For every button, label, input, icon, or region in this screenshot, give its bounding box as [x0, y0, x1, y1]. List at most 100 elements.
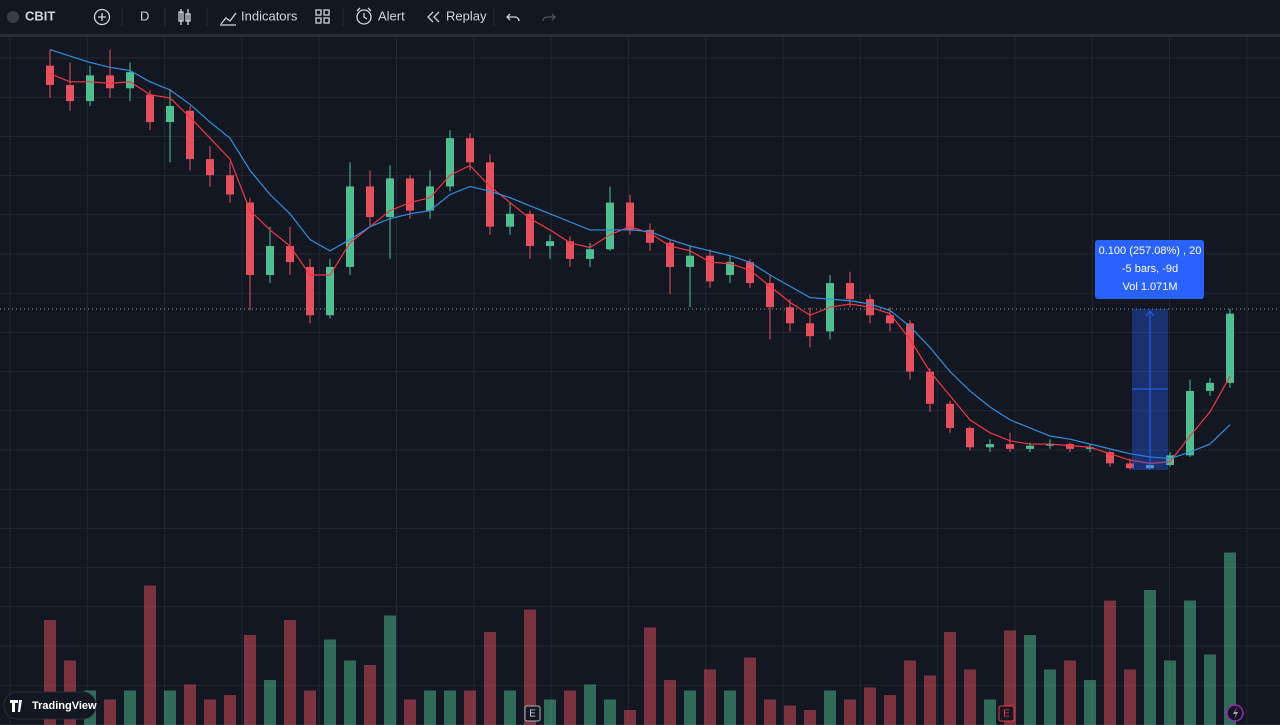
candle-body [1106, 452, 1114, 464]
candle-body [1006, 444, 1014, 449]
candle-body [966, 427, 974, 448]
symbol-icon [7, 11, 19, 23]
candle-body [266, 246, 274, 275]
candle-body [1186, 390, 1194, 456]
candle-body [86, 75, 94, 102]
candle-body [386, 178, 394, 218]
measure-bars: -5 bars, -9d [1122, 263, 1178, 275]
toolbar [0, 0, 1280, 34]
candle-body [426, 186, 434, 211]
volume-bar [964, 669, 976, 725]
undo-button[interactable] [506, 13, 520, 22]
volume-bar [624, 710, 636, 725]
candle-body [166, 105, 174, 123]
interval[interactable]: D [140, 8, 149, 23]
volume-bar [384, 615, 396, 725]
indicators-button[interactable]: Indicators [220, 8, 298, 26]
volume-bar [804, 710, 816, 725]
plot-area [44, 49, 1236, 725]
volume-bar [164, 690, 176, 725]
layout-icon [323, 9, 330, 16]
replay-button[interactable]: Replay [427, 8, 487, 23]
candle-body [506, 213, 514, 227]
candle-body [486, 162, 494, 227]
candle-body [66, 85, 74, 102]
volume-bar [584, 684, 596, 725]
replay-icon [427, 11, 440, 23]
candle-body [206, 159, 214, 176]
candle-body [926, 371, 934, 404]
redo-button[interactable] [542, 13, 556, 22]
volume-bar [464, 690, 476, 725]
volume-bar [844, 699, 856, 725]
replay[interactable]: Replay [446, 8, 487, 23]
layouts-button[interactable] [315, 9, 330, 24]
volume-bar [544, 699, 556, 725]
candle-body [606, 202, 614, 250]
candle-body [1046, 444, 1054, 446]
volume-bar [344, 660, 356, 725]
volume-bar [1124, 669, 1136, 725]
volume-bar [224, 695, 236, 725]
volume-bar [564, 690, 576, 725]
volume-bar [364, 665, 376, 725]
event-label: E [1003, 709, 1010, 720]
candle-body [126, 72, 134, 89]
event-marker[interactable] [524, 705, 541, 722]
volume-bar [404, 699, 416, 725]
volume-bar [144, 585, 156, 725]
logo-mark [10, 700, 22, 712]
indicators[interactable]: Indicators [241, 8, 298, 23]
volume-bar [1224, 552, 1236, 725]
compare-button[interactable] [93, 8, 111, 26]
volume-bar [1204, 654, 1216, 725]
volume-bar [284, 620, 296, 725]
layout-icon [315, 9, 322, 16]
candle-body [626, 202, 634, 230]
alert[interactable]: Alert [378, 8, 405, 23]
volume-bar [324, 639, 336, 725]
volume-bar [1084, 680, 1096, 725]
candle-body [1206, 382, 1214, 391]
candle-body [726, 262, 734, 275]
event-marker[interactable] [998, 705, 1015, 722]
candle-body [706, 255, 714, 282]
alert-button[interactable]: Alert [356, 7, 405, 25]
candle-icon [178, 11, 184, 22]
volume-bar [1104, 600, 1116, 725]
candle-body [346, 186, 354, 267]
plus-icon-lines [98, 13, 106, 21]
candle-body [1066, 444, 1074, 449]
candle-body [546, 241, 554, 247]
chart-type-button[interactable] [178, 9, 191, 25]
moving-average-line [49, 49, 1231, 460]
candle-body [986, 444, 994, 448]
logo-text: TradingView [32, 700, 97, 712]
candle-body [1086, 447, 1094, 449]
toolbar-border [0, 34, 1280, 37]
symbol[interactable]: CBIT [25, 8, 55, 23]
candle-body [306, 266, 314, 316]
volume-bar [684, 690, 696, 725]
volume-bar [264, 680, 276, 725]
volume-bar [924, 675, 936, 725]
lightning-icon [1233, 707, 1238, 719]
volume-bar [904, 660, 916, 725]
plus-icon[interactable] [93, 8, 111, 26]
candle-body [106, 75, 114, 89]
volume-bar [764, 699, 776, 725]
moving-average-line [49, 73, 1231, 464]
candle-body [406, 178, 414, 211]
tradingview-logo[interactable]: TradingView [3, 691, 97, 720]
volume-bar [784, 705, 796, 725]
candle-body [846, 283, 854, 300]
volume-bar [304, 690, 316, 725]
symbol-button[interactable]: CBIT [7, 8, 55, 23]
candle-body [646, 229, 654, 243]
volume-bar [1164, 660, 1176, 725]
candle-body [366, 186, 374, 218]
volume-bar [644, 627, 656, 725]
volume-bar [1044, 669, 1056, 725]
